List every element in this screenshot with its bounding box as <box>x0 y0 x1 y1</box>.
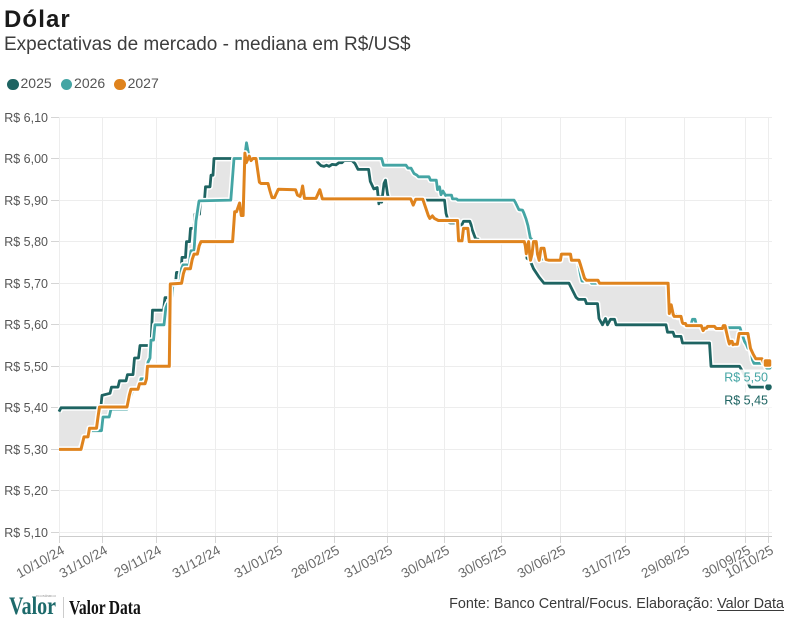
svg-text:29/08/25: 29/08/25 <box>639 543 692 582</box>
svg-text:31/10/24: 31/10/24 <box>57 542 111 581</box>
svg-text:R$ 5,80: R$ 5,80 <box>4 235 48 249</box>
svg-text:R$ 6,00: R$ 6,00 <box>4 152 48 166</box>
svg-text:30/05/25: 30/05/25 <box>456 543 509 582</box>
svg-text:R$ 5,40: R$ 5,40 <box>4 401 48 415</box>
svg-text:R$ 5,10: R$ 5,10 <box>4 526 48 540</box>
svg-text:30/06/25: 30/06/25 <box>515 543 568 582</box>
svg-text:R$ 5,50: R$ 5,50 <box>724 371 768 385</box>
svg-text:31/01/25: 31/01/25 <box>232 543 285 582</box>
svg-text:28/02/25: 28/02/25 <box>289 543 342 582</box>
svg-text:30/04/25: 30/04/25 <box>399 543 452 582</box>
svg-text:R$ 6,10: R$ 6,10 <box>4 111 48 125</box>
svg-text:10/10/24: 10/10/24 <box>14 542 68 581</box>
svg-text:R$ 5,50: R$ 5,50 <box>4 360 48 374</box>
svg-text:R$ 5,20: R$ 5,20 <box>4 484 48 498</box>
svg-text:R$ 5,60: R$ 5,60 <box>4 318 48 332</box>
svg-text:R$ 5,45: R$ 5,45 <box>724 394 768 408</box>
svg-text:R$ 5,90: R$ 5,90 <box>4 194 48 208</box>
svg-text:31/07/25: 31/07/25 <box>580 543 633 582</box>
svg-text:R$ 5,30: R$ 5,30 <box>4 443 48 457</box>
svg-text:31/03/25: 31/03/25 <box>342 543 395 582</box>
svg-text:29/11/24: 29/11/24 <box>112 542 165 580</box>
svg-text:31/12/24: 31/12/24 <box>170 542 224 581</box>
svg-text:R$ 5,70: R$ 5,70 <box>4 277 48 291</box>
